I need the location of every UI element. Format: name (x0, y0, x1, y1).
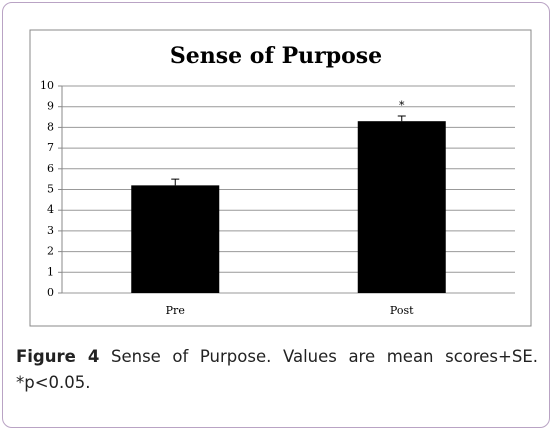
annotation: * (399, 99, 405, 112)
x-tick-label: Pre (166, 304, 185, 317)
y-tick-label: 10 (40, 79, 54, 92)
error-bar (397, 115, 406, 122)
caption-label: Figure 4 (16, 347, 100, 366)
caption-text: Sense of Purpose. Values are mean scores… (16, 347, 538, 392)
chart-area (29, 29, 532, 327)
chart: Sense of Purpose 0 1 2 3 4 5 6 7 8 9 10 Pre Post * (29, 29, 532, 327)
y-tick-label: 2 (47, 245, 54, 258)
y-tick-label: 7 (47, 141, 54, 154)
bar (131, 185, 220, 293)
y-tick-label: 5 (47, 183, 54, 196)
chart-title: Sense of Purpose (170, 43, 382, 69)
bar (357, 121, 446, 293)
error-bar (171, 178, 180, 186)
y-tick-label: 3 (47, 224, 54, 237)
y-tick-label: 4 (47, 203, 54, 216)
y-tick-label: 9 (47, 100, 54, 113)
y-tick-label: 6 (47, 162, 54, 175)
x-tick-label: Post (390, 304, 414, 317)
y-tick-label: 0 (47, 286, 54, 299)
y-tick-label: 1 (47, 265, 54, 278)
caption: Figure 4 Sense of Purpose. Values are me… (16, 344, 538, 396)
figure-frame (2, 2, 550, 428)
y-tick-label: 8 (47, 120, 54, 133)
